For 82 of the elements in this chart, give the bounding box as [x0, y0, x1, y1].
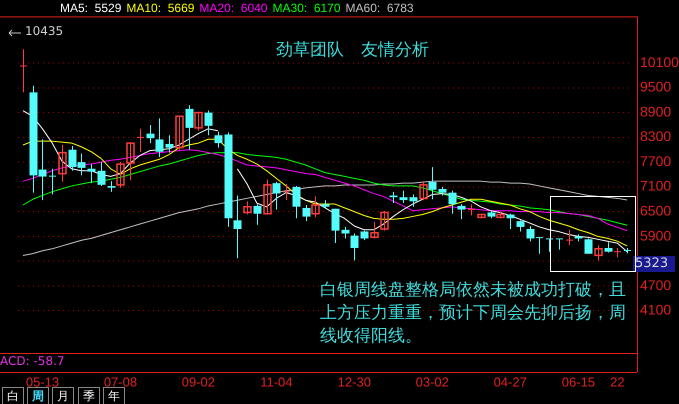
candlestick [48, 168, 56, 195]
annotation: 劲草团队 友情分析 [276, 39, 429, 61]
candlestick [468, 204, 476, 216]
y-tick-label: 9500 [640, 78, 672, 95]
candlestick [146, 124, 154, 144]
candlestick [254, 204, 262, 226]
candlestick [419, 180, 428, 201]
y-tick-label: 7700 [640, 152, 672, 169]
annotation: 10435 [25, 24, 64, 38]
candlestick [556, 238, 564, 250]
x-tick-label: 05-13 [26, 374, 60, 390]
candlestick [360, 230, 368, 241]
text: 白 [2, 387, 24, 404]
y-tick-label: 7100 [640, 178, 672, 194]
candlestick [20, 48, 28, 93]
y-tick-label: 8300 [640, 128, 672, 144]
annotation: 白银周线盘整格局依然未被成功打破，且上方压力重重，预计下周会先抑后扬，周线收得阳线。 [320, 279, 627, 348]
x-tick-label: 22 [610, 374, 625, 390]
x-tick-label: 09-02 [182, 374, 216, 390]
candlestick [332, 208, 340, 244]
candlestick [108, 180, 116, 192]
y-tick-label: 8900 [640, 103, 672, 120]
candlestick [350, 233, 358, 261]
candlestick [292, 186, 300, 219]
candlestick [428, 166, 436, 200]
y-tick-label: 6500 [640, 202, 672, 219]
candlestick [243, 200, 252, 216]
text: ACD: -58.7 [0, 354, 65, 368]
x-tick-label: 06-15 [562, 374, 596, 390]
candlestick [98, 162, 106, 187]
x-tick-label: 03-02 [416, 374, 449, 390]
text: 周 [27, 387, 49, 404]
candlestick [302, 204, 310, 222]
candlestick [234, 195, 242, 259]
candlestick [390, 191, 398, 204]
candlestick [126, 142, 135, 181]
text: 月 [52, 387, 74, 404]
y-tick-label: 4700 [640, 276, 672, 293]
candlestick [506, 213, 514, 230]
candlestick [380, 210, 389, 232]
candlestick [58, 144, 67, 182]
candlestick [370, 221, 379, 239]
text: MA20: 6040 [199, 1, 268, 15]
x-tick-label: 04-27 [494, 374, 527, 390]
text: 年 [103, 387, 125, 404]
y-tick-label: 5900 [640, 227, 672, 244]
candlestick [272, 181, 280, 210]
candlestick [186, 104, 194, 150]
candlestick [263, 178, 272, 216]
y-tick-label: 10100 [640, 54, 679, 70]
candlestick [410, 194, 418, 208]
candlestick [448, 190, 456, 214]
candlestick [516, 220, 524, 232]
y-tick-label: 4100 [640, 302, 672, 318]
candlestick [311, 196, 320, 218]
text: MA60: 6783 [346, 1, 414, 15]
candlestick [614, 247, 622, 258]
text: 季 [78, 387, 100, 404]
candlestick [214, 131, 222, 148]
candlestick [400, 190, 408, 204]
candlestick [604, 242, 612, 254]
candlestick [156, 118, 164, 158]
x-tick-label: 07-08 [104, 374, 138, 390]
text: 5323 [633, 256, 675, 272]
candlestick [342, 226, 350, 239]
text: MA30: 6170 [272, 1, 341, 15]
candlestick [594, 244, 603, 261]
candlestick [175, 114, 184, 150]
candlestick [584, 238, 592, 254]
candlestick [136, 128, 144, 152]
candlestick [458, 204, 466, 220]
candlestick [116, 162, 125, 188]
candlestick [566, 229, 574, 246]
candlestick [194, 111, 203, 132]
text: MA10: 5669 [126, 1, 194, 15]
candlestick [282, 183, 290, 201]
x-tick-label: 11-04 [260, 374, 292, 390]
x-tick-label: 12-30 [338, 374, 371, 390]
candlestick [88, 164, 96, 184]
candlestick [204, 110, 212, 136]
candlestick [166, 134, 174, 154]
text: MA5: 5529 [60, 1, 122, 15]
